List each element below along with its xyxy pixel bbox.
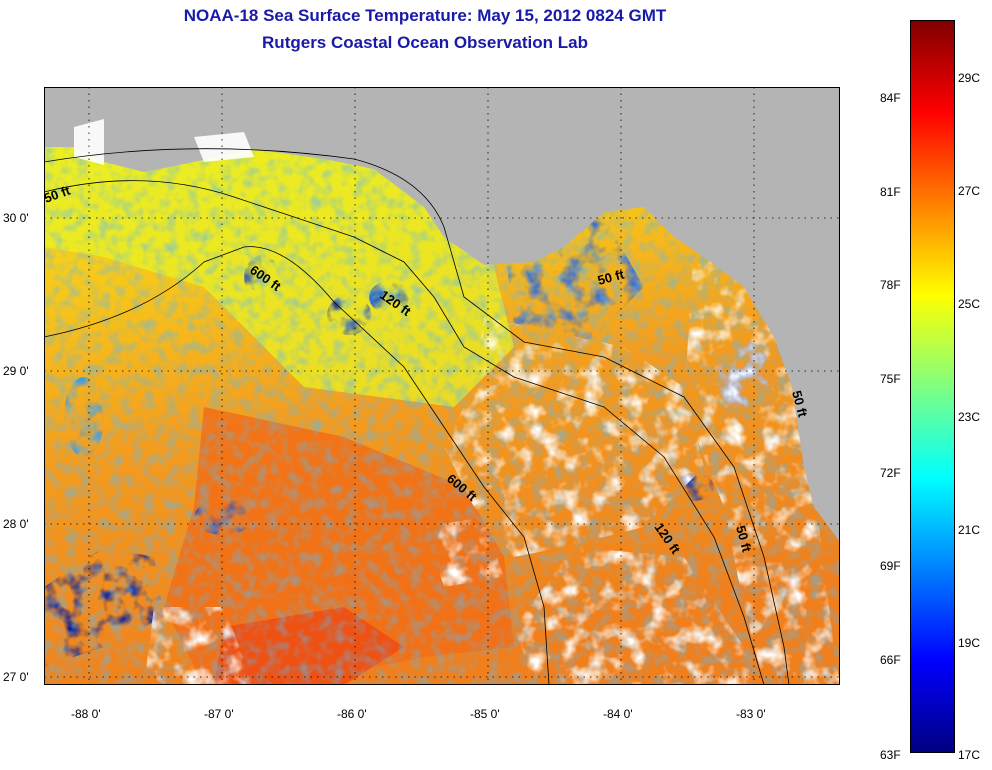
fahrenheit-label: 75F: [880, 372, 901, 386]
map-title: NOAA-18 Sea Surface Temperature: May 15,…: [183, 6, 667, 25]
map-subtitle: Rutgers Coastal Ocean Observation Lab: [262, 33, 588, 52]
bathymetry-contours: [44, 148, 790, 685]
lat-label: 27 0': [3, 670, 29, 684]
celsius-label: 25C: [958, 297, 981, 311]
fahrenheit-label: 66F: [880, 653, 901, 667]
lon-label: -85 0': [470, 707, 500, 721]
fahrenheit-label: 69F: [880, 559, 901, 573]
contour-label: 50 ft: [596, 266, 626, 288]
clouds: [144, 237, 840, 685]
celsius-label: 17C: [958, 748, 981, 762]
graticule: [44, 87, 840, 685]
lon-label: -84 0': [603, 707, 633, 721]
fahrenheit-label: 81F: [880, 185, 901, 199]
contour-label: 50 ft: [733, 524, 755, 554]
sst-map[interactable]: 50 ft 600 ft 120 ft 50 ft 600 ft 120 ft …: [44, 87, 840, 685]
fahrenheit-label: 78F: [880, 278, 901, 292]
map-frame: [44, 87, 840, 685]
celsius-label: 19C: [958, 636, 981, 650]
lon-label: -83 0': [736, 707, 766, 721]
fahrenheit-label: 84F: [880, 91, 901, 105]
lon-label: -87 0': [204, 707, 234, 721]
fahrenheit-label: 72F: [880, 466, 901, 480]
lat-label: 29 0': [3, 364, 29, 378]
lat-label: 28 0': [3, 517, 29, 531]
celsius-label: 23C: [958, 410, 981, 424]
contour-label: 50 ft: [789, 389, 811, 419]
lat-label: 30 0': [3, 211, 29, 225]
celsius-label: 27C: [958, 184, 981, 198]
fahrenheit-label: 63F: [880, 748, 901, 762]
temperature-colorbar: [910, 20, 955, 753]
celsius-label: 29C: [958, 71, 981, 85]
land: [44, 87, 840, 542]
lon-label: -86 0': [337, 707, 367, 721]
lon-label: -88 0': [71, 707, 101, 721]
celsius-label: 21C: [958, 523, 981, 537]
coast-white: [74, 119, 254, 165]
